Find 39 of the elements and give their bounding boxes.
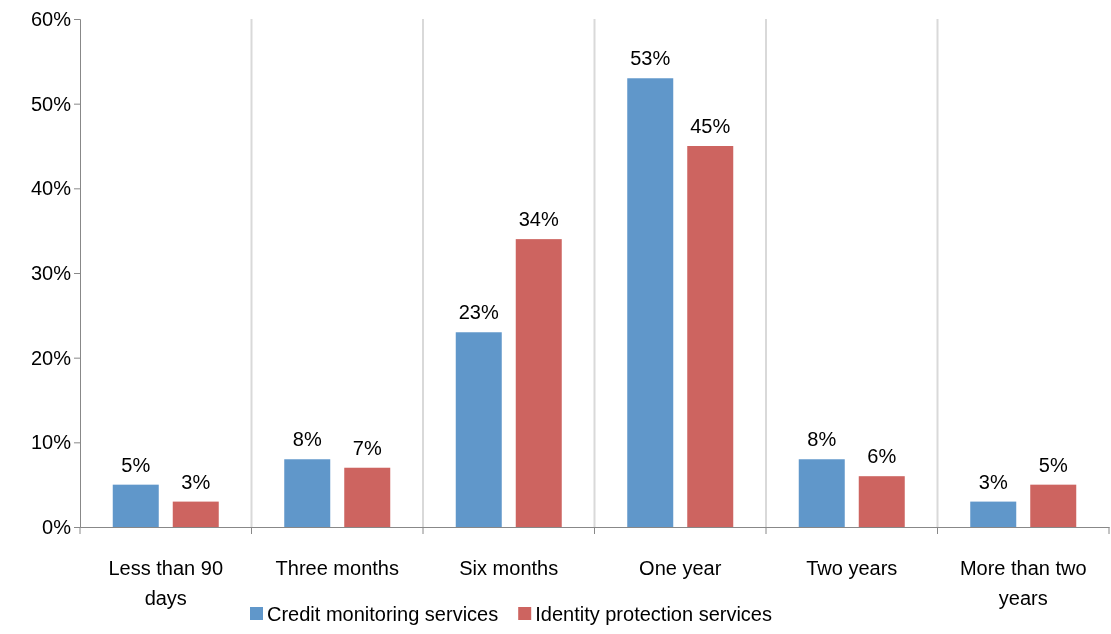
bar	[1030, 484, 1077, 527]
data-label: 7%	[352, 436, 382, 459]
x-tick-label: One year	[639, 557, 722, 579]
bar	[112, 484, 159, 527]
data-label: 53%	[630, 47, 671, 70]
bar	[515, 239, 562, 527]
y-tick-label: 30%	[30, 261, 72, 284]
legend-label: Identity protection services	[535, 603, 772, 625]
bar	[687, 146, 734, 527]
bar	[970, 501, 1017, 527]
data-label: 8%	[807, 428, 837, 451]
bar	[344, 467, 391, 527]
y-tick-label: 10%	[30, 431, 72, 454]
x-tick-label: More than two years	[959, 557, 1087, 609]
bar	[858, 476, 905, 527]
y-tick-label: 40%	[30, 177, 72, 200]
x-tick-label: Six months	[459, 557, 559, 579]
data-label: 5%	[1038, 453, 1068, 476]
x-tick-label: Two years	[806, 557, 898, 579]
y-tick-label: 20%	[30, 346, 72, 369]
y-tick-label: 0%	[42, 515, 72, 538]
data-label: 23%	[458, 301, 499, 324]
data-label: 3%	[978, 470, 1008, 493]
x-tick-label: Three months	[275, 557, 399, 579]
bar	[284, 459, 331, 527]
bar	[455, 332, 502, 527]
data-label: 6%	[867, 445, 897, 468]
data-label: 45%	[690, 115, 731, 137]
data-label: 3%	[181, 470, 211, 493]
legend-label: Credit monitoring services	[267, 603, 499, 625]
y-tick-label: 60%	[30, 7, 72, 30]
y-tick-label: 50%	[30, 92, 72, 115]
data-label: 5%	[121, 453, 151, 476]
data-label: 34%	[518, 208, 559, 231]
bar	[798, 459, 845, 527]
bar	[627, 78, 674, 527]
bar	[172, 501, 219, 527]
data-label: 8%	[292, 428, 322, 451]
x-tick-label: Less than 90 days	[108, 557, 224, 609]
